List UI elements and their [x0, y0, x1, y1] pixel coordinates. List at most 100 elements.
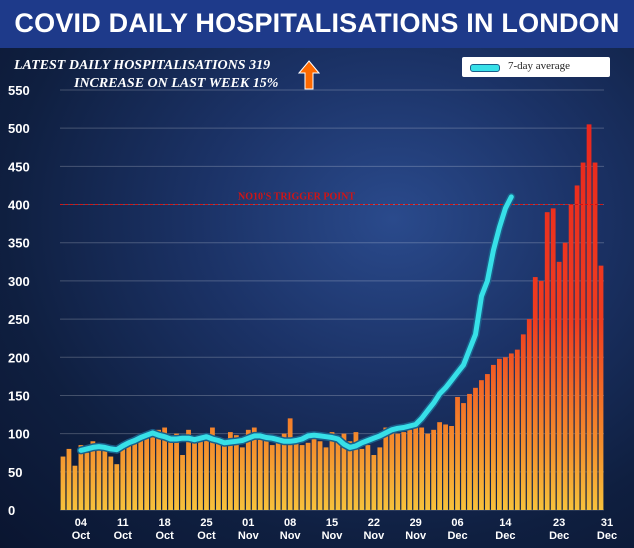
bar	[245, 429, 251, 510]
avg-line	[78, 194, 514, 453]
bar	[162, 427, 168, 510]
bar	[365, 445, 371, 510]
bar	[496, 358, 502, 510]
x-tick-month: Dec	[495, 530, 515, 542]
bar	[455, 396, 460, 510]
bar	[138, 437, 144, 510]
bar	[347, 441, 353, 510]
y-tick-label: 300	[8, 274, 30, 289]
up-arrow-icon	[298, 60, 320, 90]
bar	[425, 433, 431, 510]
bar	[323, 447, 329, 510]
legend: 7-day average	[462, 57, 610, 77]
bar	[473, 387, 478, 510]
bar	[341, 433, 347, 510]
y-tick-label: 0	[8, 503, 15, 518]
bar	[562, 242, 568, 510]
x-tick-month: Nov	[280, 530, 302, 542]
x-tick-month: Dec	[597, 530, 617, 542]
y-tick-label: 350	[8, 236, 30, 251]
x-tick-month: Dec	[447, 530, 467, 542]
bar	[204, 439, 209, 510]
trigger-label: NO10'S TRIGGER POINT	[238, 192, 355, 203]
bar	[72, 465, 78, 510]
bar	[305, 442, 311, 510]
bar	[389, 429, 395, 510]
x-tick-month: Oct	[197, 530, 216, 542]
bar	[108, 456, 114, 510]
bar	[479, 380, 484, 510]
avg-line-outline	[76, 192, 516, 455]
bar	[437, 422, 442, 510]
y-tick-label: 50	[8, 465, 22, 480]
x-tick-day: 18	[158, 517, 170, 529]
bar	[168, 437, 173, 510]
bar	[281, 433, 287, 510]
x-tick-month: Oct	[155, 530, 174, 542]
bar	[263, 435, 269, 510]
bar	[174, 433, 179, 510]
x-tick-day: 14	[499, 517, 512, 529]
bar	[419, 427, 425, 510]
bar	[186, 429, 191, 510]
bar	[407, 429, 413, 510]
bar	[514, 349, 520, 510]
bar	[126, 445, 132, 510]
x-tick-day: 06	[451, 517, 463, 529]
bar	[287, 418, 293, 510]
bar	[568, 204, 574, 510]
bar	[293, 441, 299, 510]
latest-hospitalisations-text: LATEST DAILY HOSPITALISATIONS 319	[14, 58, 271, 73]
bar	[251, 427, 257, 510]
y-tick-label: 400	[8, 198, 30, 213]
bar	[556, 261, 562, 510]
bar	[239, 447, 245, 510]
bar	[66, 448, 72, 510]
bar	[449, 426, 454, 510]
y-tick-label: 450	[8, 159, 30, 174]
bar	[485, 374, 490, 510]
x-tick-day: 29	[410, 517, 422, 529]
bar	[580, 162, 586, 510]
bar	[377, 447, 383, 510]
y-tick-label: 550	[8, 83, 30, 98]
y-tick-label: 150	[8, 388, 30, 403]
bar	[592, 162, 598, 510]
bar	[359, 448, 365, 510]
x-tick-day: 08	[284, 517, 296, 529]
x-tick-month: Oct	[72, 530, 91, 542]
y-tick-label: 200	[8, 350, 30, 365]
bar	[257, 439, 263, 510]
bar	[538, 280, 544, 510]
page-title: COVID DAILY HOSPITALISATIONS IN LONDON	[0, 0, 634, 48]
bar	[431, 429, 437, 510]
bar	[443, 424, 448, 510]
bar	[508, 353, 514, 510]
bar	[78, 445, 84, 510]
bar	[299, 445, 305, 510]
x-tick-month: Oct	[114, 530, 133, 542]
bar	[461, 403, 466, 510]
bar	[132, 441, 138, 510]
weekly-increase-text: INCREASE ON LAST WEEK 15%	[74, 76, 279, 91]
bar	[90, 441, 96, 510]
x-tick-month: Nov	[405, 530, 427, 542]
bar	[269, 445, 275, 510]
bar	[383, 427, 389, 510]
bar	[520, 334, 526, 510]
bar	[120, 448, 126, 510]
bar	[198, 435, 203, 510]
bar	[210, 427, 215, 510]
bar	[550, 208, 556, 510]
y-tick-label: 500	[8, 121, 30, 136]
bar	[544, 212, 550, 510]
bar	[395, 433, 401, 510]
bar	[467, 393, 472, 510]
bar	[502, 357, 508, 510]
bar	[222, 441, 227, 510]
x-tick-day: 25	[200, 517, 212, 529]
bar	[233, 435, 239, 510]
bar	[526, 319, 532, 510]
bar	[574, 185, 580, 511]
